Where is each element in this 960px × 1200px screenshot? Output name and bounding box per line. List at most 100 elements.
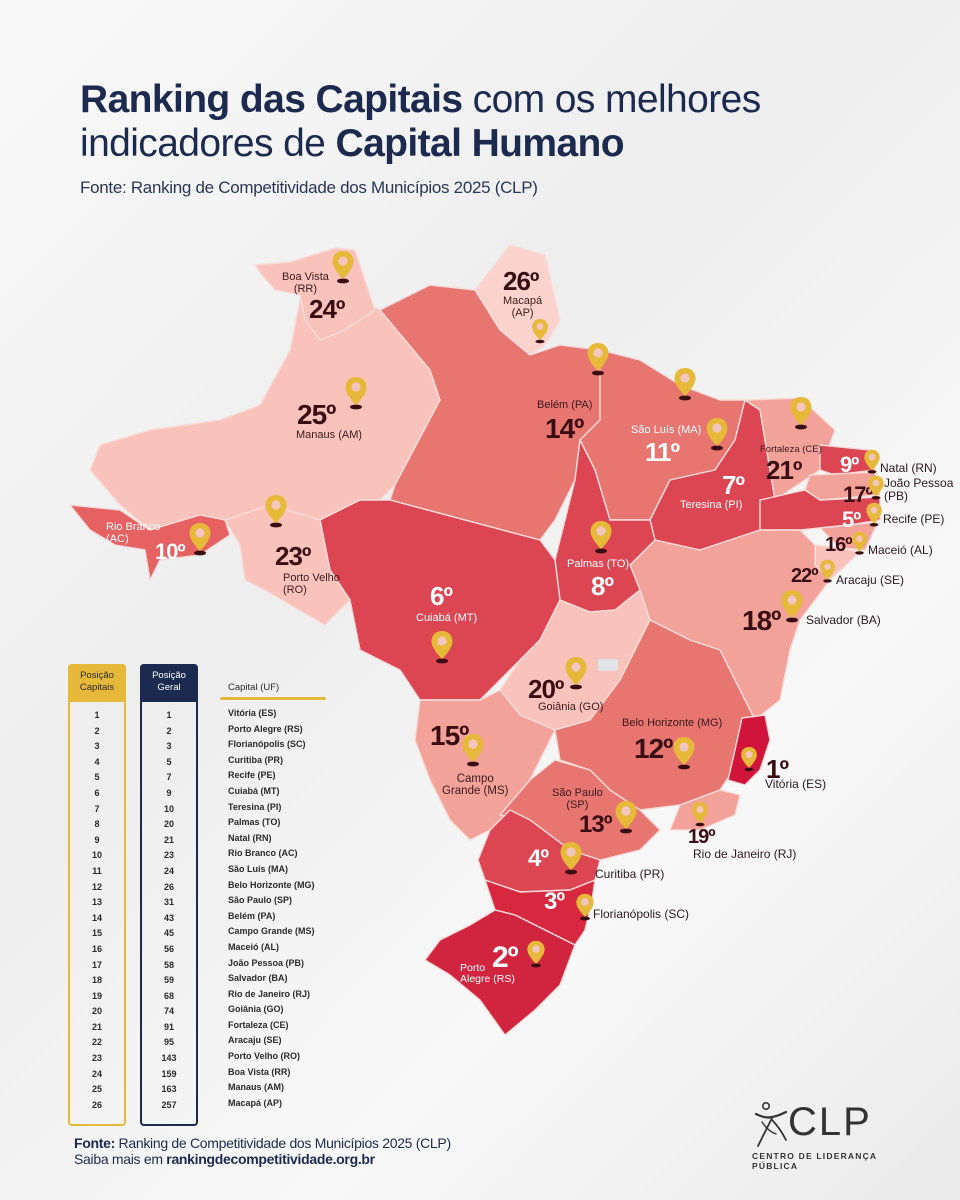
rank-label-salvador: 18º <box>742 605 781 636</box>
footer-source-text: Ranking de Competitividade dos Município… <box>114 1135 452 1151</box>
rank-label-manaus: 25º <box>297 399 336 430</box>
city-label-manaus: Manaus (AM) <box>296 429 363 441</box>
city-label-porto-alegre: Porto Alegre (RS) <box>460 962 515 986</box>
column-posicao-geral: Posição Geral 1 2 3 5 7 9 10 20 21 23 24 26 31 43 45 56… <box>140 664 198 1126</box>
logo-subtitle: CENTRO DE LIDERANÇA PÚBLICA <box>752 1151 877 1171</box>
table-row: Natal (RN) <box>228 832 272 843</box>
map-pin-icon <box>430 630 454 664</box>
city-label-fortaleza: Fortaleza (CE) <box>760 444 822 455</box>
footer-link[interactable]: rankingdecompetitividade.org.br <box>166 1151 375 1167</box>
page-subtitle: Fonte: Ranking de Competitividade dos Mu… <box>80 178 538 197</box>
title-light-2: indicadores de <box>80 122 336 165</box>
rank-label-boa-vista: 24º <box>309 294 345 324</box>
map-pin-icon <box>614 800 638 834</box>
city-label-maceio: Maceió (AL) <box>868 543 933 557</box>
city-label-belo-horizonte: Belo Horizonte (MG) <box>622 717 723 729</box>
map-pin-icon <box>780 589 804 623</box>
map-pin-icon <box>819 559 836 583</box>
city-label-belem: Belém (PA) <box>537 399 593 411</box>
table-row: Porto Velho (RO) <box>228 1051 300 1062</box>
table-row: São Paulo (SP) <box>228 895 293 906</box>
table-row: Manaus (AM) <box>228 1082 284 1093</box>
column-header-geral: Posição Geral <box>140 664 198 702</box>
table-row: Belo Horizonte (MG) <box>228 879 315 890</box>
map-pin-icon <box>673 367 697 401</box>
city-label-campo-grande: Campo Grande (MS) <box>442 773 509 798</box>
city-label-curitiba: Curitiba (PR) <box>595 867 665 881</box>
state-mt <box>319 499 561 701</box>
rank-label-cuiaba: 6º <box>430 581 453 611</box>
city-label-macapa: Macapá (AP) <box>503 295 543 319</box>
map-pin-icon <box>331 250 355 284</box>
table-row: Boa Vista (RR) <box>228 1066 291 1077</box>
table-row: Curitiba (PR) <box>228 754 283 765</box>
table-row: Recife (PE) <box>228 770 276 781</box>
rank-label-vitoria: 1º <box>766 754 789 784</box>
map-pin-icon <box>867 475 885 500</box>
geral-values: 1 2 3 5 7 9 10 20 21 23 24 26 31 43 45 56 58 59 68 74 91 95 14… <box>161 710 177 1110</box>
table-row: Goiânia (GO) <box>228 1004 284 1015</box>
table-row: Teresina (PI) <box>228 801 282 812</box>
rank-label-natal: 9º <box>840 452 859 477</box>
map-pin-icon <box>344 376 368 410</box>
table-row: Cuiabá (MT) <box>228 785 280 796</box>
rank-label-fortaleza: 21º <box>766 455 802 485</box>
table-row: Porto Alegre (RS) <box>228 723 303 734</box>
table-row: Belém (PA) <box>228 910 276 921</box>
map-pin-icon <box>526 940 546 968</box>
table-row: Rio Branco (AC) <box>228 848 298 859</box>
table-row: Palmas (TO) <box>228 817 281 828</box>
column-header-capitais: Posição Capitais <box>68 664 126 702</box>
city-label-rio-branco: Rio Branco (AC) <box>106 521 161 545</box>
table-row: Macapá (AP) <box>228 1097 283 1108</box>
table-row: Aracaju (SE) <box>228 1035 282 1046</box>
rank-label-maceio: 16º <box>825 534 853 556</box>
city-label-joao-pessoa: João Pessoa (PB) <box>884 476 954 503</box>
map-pin-icon <box>461 733 485 767</box>
map-pin-icon <box>851 531 868 555</box>
map-pin-icon <box>589 520 613 554</box>
map-pin-icon <box>672 736 696 770</box>
rank-label-porto-alegre: 2º <box>492 941 519 974</box>
rank-label-belem: 14º <box>545 413 584 444</box>
map-pin-icon <box>188 522 212 556</box>
rank-label-macapa: 26º <box>503 266 539 296</box>
map-pin-icon <box>586 342 610 376</box>
state-df <box>598 659 618 671</box>
table-row: Campo Grande (MS) <box>228 926 315 937</box>
rank-label-curitiba: 4º <box>528 845 549 872</box>
header-underline <box>220 697 326 700</box>
table-row: Florianópolis (SC) <box>228 739 306 750</box>
rank-label-recife: 5º <box>842 507 861 532</box>
city-label-aracaju: Aracaju (SE) <box>836 573 905 587</box>
logo-name: CLP <box>788 1100 872 1144</box>
table-row: Rio de Janeiro (RJ) <box>228 988 311 999</box>
map-pin-icon <box>264 494 288 528</box>
map-pin-icon <box>789 396 813 430</box>
city-label-cuiaba: Cuiabá (MT) <box>416 612 478 624</box>
capital-list: Vitória (ES) Porto Alegre (RS) Florianópol… <box>228 706 315 1111</box>
rank-label-aracaju: 22º <box>791 565 819 587</box>
city-label-sao-luis: São Luís (MA) <box>631 424 702 436</box>
map-pin-icon <box>575 893 595 921</box>
city-label-boa-vista: Boa Vista (RR) <box>282 271 329 295</box>
map-pin-icon <box>740 746 758 772</box>
title-bold-2: Capital Humano <box>335 122 625 165</box>
footer-source: Fonte: Ranking de Competitividade dos Mu… <box>74 1135 451 1167</box>
table-row: São Luís (MA) <box>228 863 288 874</box>
city-label-florianopolis: Florianópolis (SC) <box>593 907 690 921</box>
rank-label-belo-horizonte: 12º <box>634 733 673 764</box>
city-label-recife: Recife (PE) <box>883 512 945 526</box>
rank-label-rio-de-janeiro: 19º <box>688 826 716 848</box>
map-pin-icon <box>564 656 588 690</box>
city-label-goiania: Goiânia (GO) <box>538 701 604 713</box>
table-row: Maceió (AL) <box>228 941 280 952</box>
city-label-palmas: Palmas (TO) <box>567 558 630 570</box>
title-light-1: com os melhores <box>462 78 762 121</box>
rank-label-palmas: 8º <box>591 571 614 601</box>
table-row: Salvador (BA) <box>228 973 288 984</box>
rank-label-florianopolis: 3º <box>544 888 565 915</box>
title-bold-1: Ranking das Capitais <box>80 78 463 121</box>
state-pb <box>804 471 881 501</box>
